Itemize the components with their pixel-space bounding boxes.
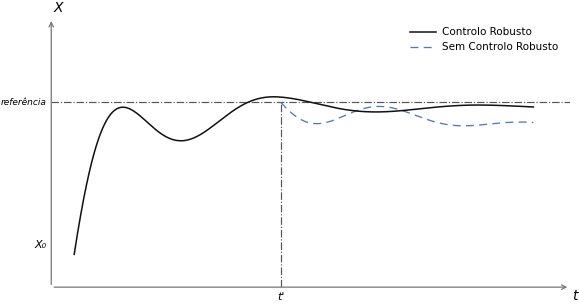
Text: X₀: X₀ <box>35 240 47 250</box>
Text: X: X <box>53 1 63 15</box>
Text: t: t <box>573 289 578 303</box>
Text: t': t' <box>277 292 284 302</box>
Text: referência: referência <box>1 98 47 107</box>
Legend: Controlo Robusto, Sem Controlo Robusto: Controlo Robusto, Sem Controlo Robusto <box>406 23 563 57</box>
